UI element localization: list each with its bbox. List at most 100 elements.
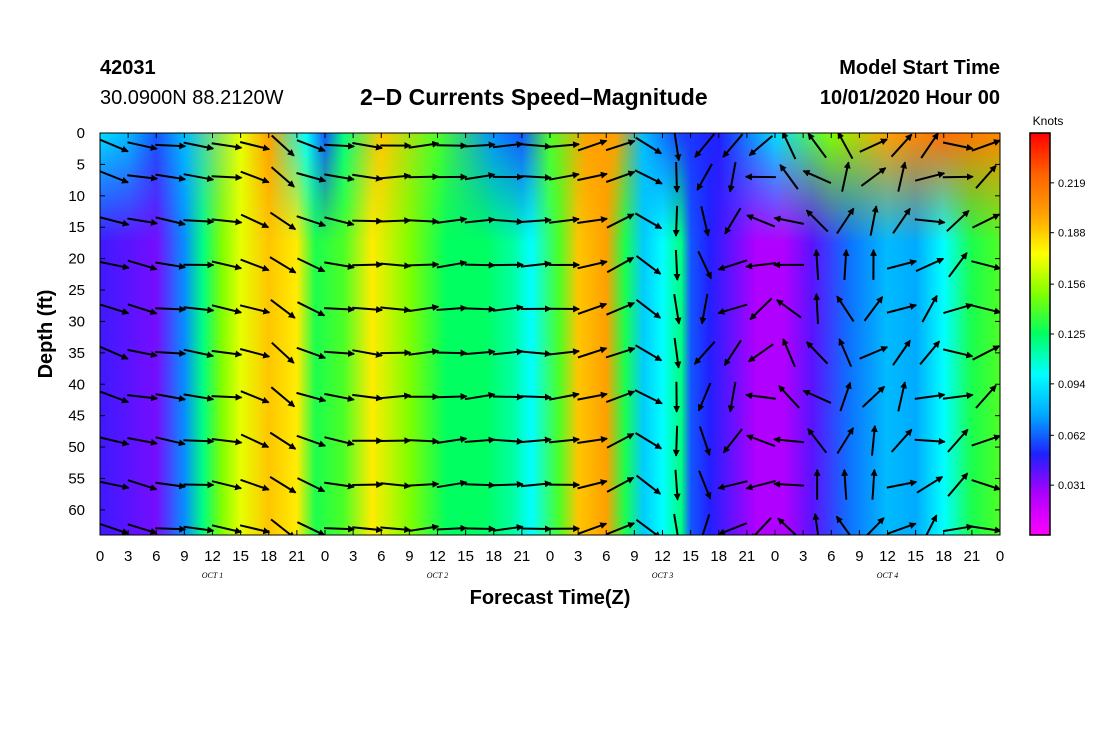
y-tick-label: 10 [68,188,85,205]
current-vector [634,212,663,230]
current-vector [270,299,296,319]
current-vector [408,217,440,225]
current-vector [971,304,1000,315]
current-vector [549,348,580,356]
current-vector [947,428,969,453]
current-vectors [100,133,1000,535]
current-vector [408,437,440,445]
current-vector [408,348,440,356]
colorbar-tick-label: 0.031 [1058,480,1086,492]
current-vector [380,262,412,270]
x-tick-label: 3 [799,548,807,565]
current-vector [813,292,821,324]
current-vector [100,480,130,491]
x-tick-label: 9 [855,548,863,565]
y-tick-label: 0 [77,125,85,142]
current-vector [464,305,496,313]
current-vector [577,171,608,182]
current-vector [100,138,129,153]
current-vector [100,303,130,315]
current-vector [296,139,326,153]
chart-title: 2–D Currents Speed–Magnitude [360,84,708,110]
current-vector [782,133,797,160]
current-vector [837,133,854,160]
current-vector [380,172,412,180]
current-vector [127,259,158,271]
current-vector [672,425,680,457]
x-axis: 0 3 6 9 12 15 18 21 0 3 6 9 12 15 18 21 0 3 6 9 12 15 18 21 0 3 6 9… [96,133,1004,580]
current-vector [155,173,187,182]
current-vector [380,482,412,490]
current-vector [240,213,270,229]
current-vector [100,170,129,184]
current-vector [948,252,968,278]
current-vector [890,133,913,158]
current-vector [211,304,243,315]
x-tick-label: 18 [935,548,952,565]
current-vector [717,522,748,535]
current-vector [100,261,130,271]
current-vector [183,141,215,151]
current-vector [155,481,187,490]
current-vector [324,305,355,313]
current-vector [870,424,878,456]
y-tick-label: 35 [68,345,85,362]
x-tick-label: 15 [682,548,699,565]
current-vector [127,303,158,315]
station-coordinates: 30.0900N 88.2120W [100,87,284,109]
current-vector [240,390,270,404]
current-vector [211,524,243,535]
current-vector [897,161,907,192]
x-tick-label: 18 [260,548,277,565]
current-vector [745,434,776,448]
current-vector [773,480,805,488]
current-vector [352,481,384,489]
current-vector [408,261,440,269]
current-vector [296,391,327,403]
current-vector [577,216,608,224]
current-vector [777,517,798,535]
current-vector [352,217,384,225]
current-vector [773,436,805,444]
current-vector [240,170,270,184]
current-vector [635,474,662,495]
current-vector [699,293,709,325]
current-vector [606,522,636,535]
current-vector [100,522,130,535]
current-vector [745,262,776,270]
current-vector [436,216,468,224]
current-vector [436,524,468,532]
current-vector [859,138,888,153]
current-vector [408,480,440,488]
current-vector [673,513,679,535]
current-vector [492,304,524,312]
current-vector [408,173,440,181]
current-vector [183,437,215,445]
current-vector [127,348,158,358]
current-vector [492,393,524,401]
current-vector [727,381,737,413]
current-vector [807,133,827,159]
current-vector [863,295,884,322]
current-vector [270,166,295,188]
current-vector [745,480,776,491]
x-tick-label: 15 [232,548,249,565]
current-vector [673,469,681,501]
current-vector [269,256,297,274]
current-vector [673,133,682,162]
current-vector [839,381,852,412]
current-vector [380,349,412,357]
current-vector [577,391,608,401]
current-vector [520,436,552,444]
current-vector [750,517,772,535]
current-vector [155,393,187,402]
current-vector [183,306,215,314]
current-vector [380,392,412,400]
current-vector [577,346,608,359]
current-vector [436,142,468,150]
x-tick-label: 0 [321,548,329,565]
current-vector [717,259,748,271]
current-vector [183,393,215,402]
current-vector [324,436,355,447]
x-tick-label: 6 [377,548,385,565]
